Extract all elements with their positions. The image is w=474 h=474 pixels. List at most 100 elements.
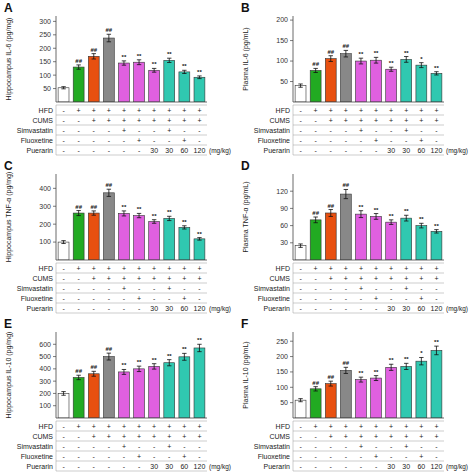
table-cell: - [299,127,302,134]
y-axis-line [56,16,57,102]
table-cell: + [314,107,318,114]
error-cap [137,213,141,214]
error-cap [197,75,201,76]
error-bar [298,244,302,247]
table-cell: 30 [402,305,410,312]
error-bar [61,241,65,244]
table-cell: - [77,443,80,450]
table-cell: - [138,147,141,154]
error-cap [374,57,378,58]
table-cell: - [435,285,438,292]
table-cell: - [390,453,393,460]
table-rule [293,313,444,314]
bar [58,88,69,102]
table-cell: + [107,107,111,114]
bar [431,73,442,102]
significance-label: ## [75,368,82,374]
bar [295,400,306,418]
table-cell: + [344,275,348,282]
table-row-label: Fluoxetine [21,453,53,460]
error-bar [298,84,302,87]
table-cell: + [197,117,201,124]
error-bar [182,226,186,229]
table-cell: + [77,107,81,114]
table-cell: - [314,433,317,440]
significance-label: ** [182,63,187,69]
error-cap [434,346,438,347]
y-tick-label: 50 [43,85,51,92]
table-cell: - [299,275,302,282]
table-cell: - [153,137,156,144]
error-cap [167,359,171,360]
error-line [391,67,392,71]
error-cap [76,64,80,65]
y-tick [53,48,56,49]
y-tick-label: 100 [39,402,51,409]
error-cap [359,382,363,383]
significance-label: ** [137,206,142,212]
y-tick-label: 400 [39,185,51,192]
table-cell: - [153,453,156,460]
significance-label: ** [152,357,157,363]
error-line [139,213,140,217]
table-unit: (mg/kg) [209,463,231,471]
table-cell: 60 [180,147,188,154]
y-tick-label: 300 [39,18,51,25]
error-cap [122,374,126,375]
bar [340,194,351,260]
error-bar [404,215,408,221]
table-cell: + [419,275,423,282]
error-line [360,211,361,218]
table-cell: - [198,127,201,134]
y-tick [290,242,293,243]
table-cell: - [299,423,302,430]
table-rule [293,303,444,304]
table-cell: - [108,285,111,292]
table-cell: 120 [431,305,443,312]
significance-label: ** [182,346,187,352]
y-tick [53,405,56,406]
table-rule [293,283,444,284]
table-row-label: Simvastatin [17,127,53,134]
error-cap [404,62,408,63]
table-cell: + [167,285,171,292]
table-row-label: Puerarin [264,147,291,154]
significance-label: ## [327,374,334,380]
table-cell: - [62,305,65,312]
table-cell: - [435,443,438,450]
significance-label: ** [389,357,394,363]
bar [119,63,130,102]
error-bar [107,189,111,196]
table-cell: + [329,265,333,272]
table-cell: + [92,423,96,430]
table-cell: - [62,463,65,470]
bar [58,393,69,418]
error-bar [197,76,201,79]
y-tick-label: 300 [39,378,51,385]
table-cell: - [198,443,201,450]
table-cell: + [359,265,363,272]
table-cell: - [299,147,302,154]
table-cell: - [62,285,65,292]
panel: FPlasma IL-10 (pg/mL)50100150200250#####… [241,317,468,471]
table-cell: - [405,137,408,144]
y-tick-label: 200 [39,221,51,228]
table-cell: + [359,127,363,134]
error-line [93,371,94,376]
table-cell: + [359,423,363,430]
error-line [169,58,170,62]
table-rule [293,273,444,274]
table-cell: - [138,463,141,470]
bar [325,384,336,418]
error-cap [404,56,408,57]
error-line [330,381,331,386]
significance-label: ** [434,65,439,71]
y-tick [290,371,293,372]
bar [310,389,321,418]
bar [416,226,427,260]
y-tick [53,88,56,89]
table-cell: 30 [150,305,158,312]
table-cell: - [108,453,111,460]
error-cap [197,344,201,345]
table-cell: - [314,275,317,282]
